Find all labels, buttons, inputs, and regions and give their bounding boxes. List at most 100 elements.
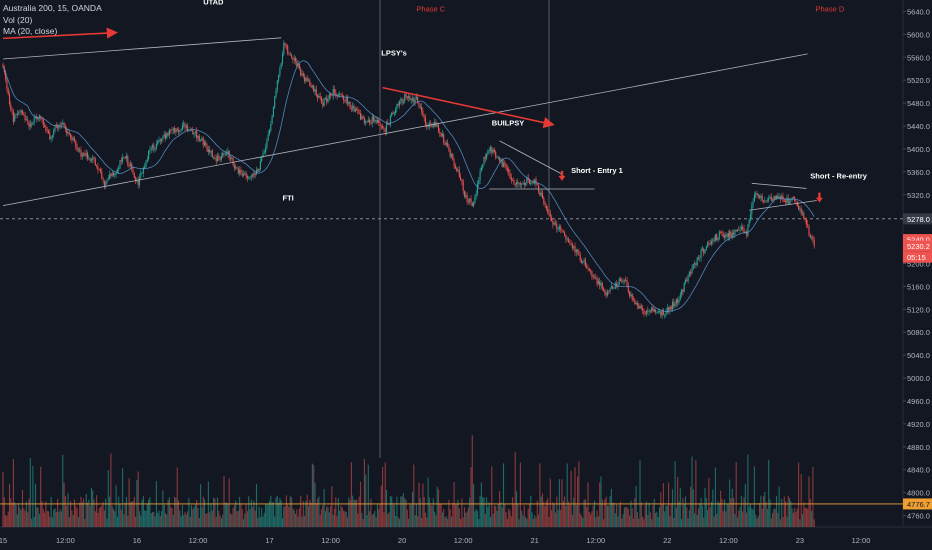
candle-body <box>727 234 728 237</box>
candle-body <box>428 126 429 127</box>
candle-body <box>749 220 750 225</box>
volume-bar <box>645 505 646 527</box>
volume-bar <box>389 513 390 527</box>
candle-body <box>421 107 422 112</box>
candle-body <box>283 43 284 54</box>
volume-bar <box>231 514 232 527</box>
candle-body <box>684 283 685 292</box>
candle-body <box>645 313 646 314</box>
candle-body <box>483 157 484 164</box>
volume-bar <box>58 512 59 527</box>
candle-body <box>127 156 128 165</box>
volume-bar <box>437 487 438 527</box>
candle-body <box>374 120 375 121</box>
volume-bar <box>746 513 747 527</box>
time-tick-label: 21 <box>531 536 539 545</box>
candle-body <box>699 258 700 259</box>
candle-body <box>569 242 570 243</box>
candle-body <box>568 239 569 242</box>
candle-body <box>686 280 687 281</box>
candle-body <box>207 147 208 152</box>
volume-bar <box>348 497 349 527</box>
candle-body <box>348 102 349 104</box>
volume-bar <box>658 517 659 527</box>
volume-bar <box>782 517 783 527</box>
volume-bar <box>175 498 176 527</box>
volume-bar <box>249 509 250 527</box>
volume-bar <box>532 512 533 527</box>
volume-bar <box>667 505 668 527</box>
candle-body <box>49 133 50 139</box>
price-tick-label: 4960.0 <box>907 397 930 406</box>
volume-bar <box>811 511 812 527</box>
candle-body <box>517 182 518 184</box>
candle-body <box>10 105 11 110</box>
volume-bar <box>86 494 87 527</box>
candle-body <box>468 202 469 203</box>
candle-body <box>69 132 70 133</box>
volume-bar <box>607 506 608 527</box>
volume-bar <box>547 498 548 527</box>
volume-bar <box>165 513 166 527</box>
time-tick-label: 16 <box>133 536 141 545</box>
volume-bar <box>455 505 456 527</box>
candle-body <box>759 195 760 197</box>
volume-bar <box>325 511 326 527</box>
candle-body <box>342 95 343 96</box>
volume-bar <box>671 503 672 527</box>
candle-body <box>240 170 241 174</box>
volume-bar <box>529 503 530 527</box>
volume-bar <box>184 512 185 527</box>
volume-bar <box>542 493 543 527</box>
volume-bar <box>769 499 770 527</box>
volume-bar <box>595 517 596 527</box>
volume-bar <box>118 497 119 527</box>
candle-body <box>737 230 738 231</box>
candle-body <box>402 99 403 103</box>
volume-bar <box>320 515 321 527</box>
volume-bar <box>387 514 388 527</box>
candle-body <box>424 117 425 118</box>
volume-bar <box>495 506 496 527</box>
volume-bar <box>181 516 182 527</box>
volume-bar <box>212 511 213 527</box>
candle-body <box>129 165 130 166</box>
volume-bar <box>623 514 624 527</box>
candle-body <box>690 272 691 274</box>
candle-body <box>121 160 122 162</box>
candle-body <box>118 168 119 169</box>
candle-body <box>506 164 507 168</box>
volume-bar <box>590 514 591 527</box>
volume-bar <box>233 508 234 527</box>
volume-bar <box>113 509 114 527</box>
volume-bar <box>790 501 791 527</box>
candle-body <box>139 178 140 186</box>
candle-body <box>573 246 574 247</box>
candle-body <box>405 94 406 97</box>
candle-body <box>586 266 587 268</box>
time-tick-label: 12:00 <box>56 536 75 545</box>
candle-body <box>702 249 703 250</box>
volume-bar <box>244 513 245 527</box>
candle-body <box>532 182 533 183</box>
candle-body <box>230 157 231 158</box>
candle-body <box>330 94 331 96</box>
volume-bar <box>396 497 397 527</box>
volume-bar <box>551 510 552 527</box>
candle-body <box>537 184 538 185</box>
candle-body <box>357 109 358 113</box>
volume-bar <box>467 512 468 527</box>
volume-bar <box>468 507 469 527</box>
volume-bar <box>221 518 222 527</box>
volume-bar <box>625 507 626 527</box>
volume-bar <box>438 489 439 527</box>
candle-body <box>112 173 113 176</box>
volume-bar <box>220 516 221 527</box>
candle-body <box>278 75 279 81</box>
volume-bar <box>91 488 92 527</box>
candle-body <box>194 133 195 134</box>
volume-bar <box>144 510 145 527</box>
candle-body <box>551 217 552 221</box>
volume-bar <box>275 497 276 527</box>
